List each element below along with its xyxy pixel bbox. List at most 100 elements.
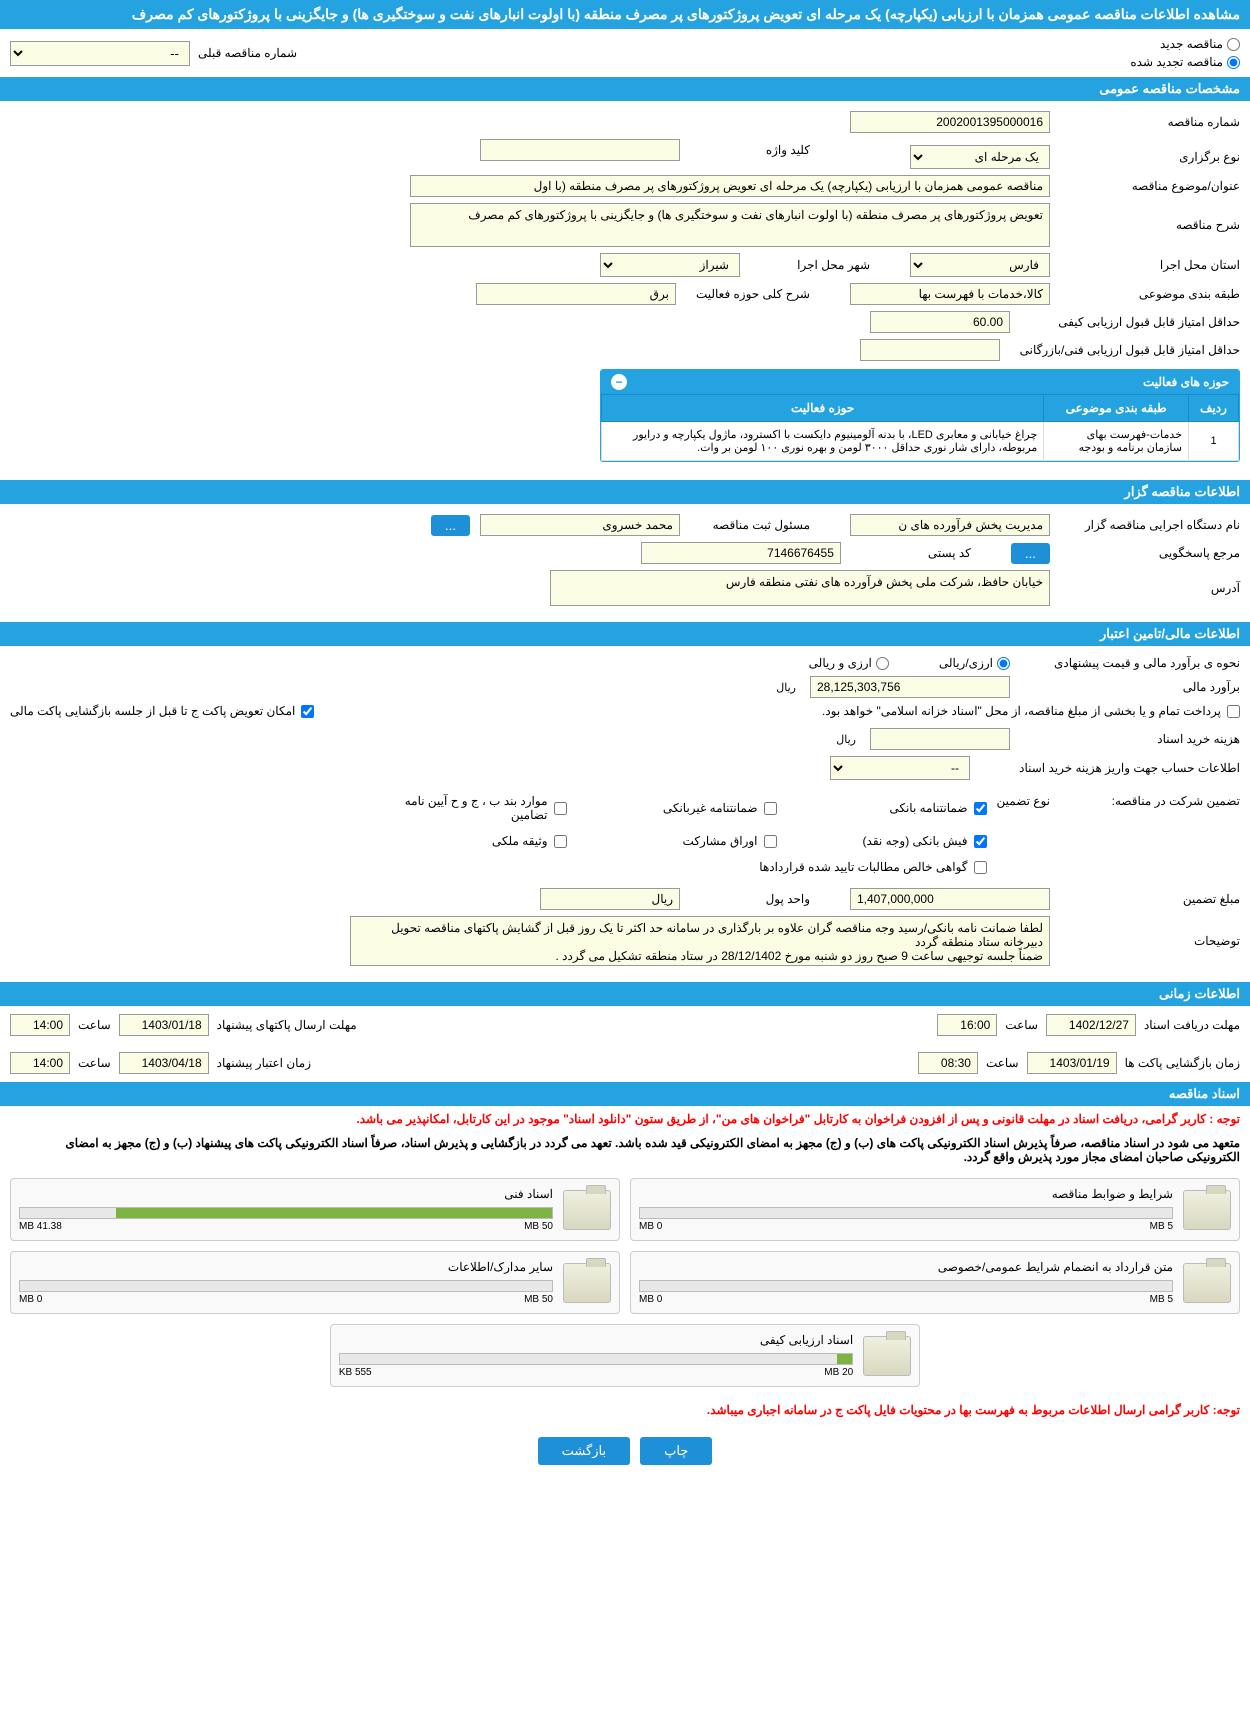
- submit-time[interactable]: [10, 1014, 70, 1036]
- g2[interactable]: ضمانتنامه غیربانکی: [597, 794, 777, 822]
- postal-input[interactable]: [641, 542, 841, 564]
- min-tech-input[interactable]: [860, 339, 1000, 361]
- radio-new-input[interactable]: [1227, 38, 1240, 51]
- doc-title-3: متن قرارداد به انضمام شرایط عمومی/خصوصی: [639, 1260, 1173, 1274]
- radio-new-tender[interactable]: مناقصه جدید: [1130, 37, 1240, 51]
- resp-more-button[interactable]: ...: [431, 515, 470, 536]
- submit-time-label: ساعت: [78, 1018, 111, 1032]
- doc-box-3[interactable]: متن قرارداد به انضمام شرایط عمومی/خصوصی …: [630, 1251, 1240, 1314]
- category-input[interactable]: [850, 283, 1050, 305]
- guarantee-grid: ضمانتنامه بانکی ضمانتنامه غیربانکی موارد…: [387, 794, 987, 878]
- city-label: شهر محل اجرا: [750, 258, 870, 272]
- g1[interactable]: ضمانتنامه بانکی: [807, 794, 987, 822]
- guarantee-amount-label: مبلغ تضمین: [1060, 892, 1240, 906]
- exec-input[interactable]: [850, 514, 1050, 536]
- folder-icon: [863, 1336, 911, 1376]
- collapse-icon[interactable]: −: [611, 374, 627, 390]
- doc-title-2: اسناد فنی: [19, 1187, 553, 1201]
- doc-box-4[interactable]: سایر مدارک/اطلاعات 50 MB0 MB: [10, 1251, 620, 1314]
- desc-label: شرح مناقصه: [1060, 218, 1240, 232]
- ref-button[interactable]: ...: [1011, 543, 1050, 564]
- cell-category: خدمات-فهرست بهای سازمان برنامه و بودجه: [1044, 422, 1189, 461]
- ref-label: مرجع پاسخگویی: [1060, 546, 1240, 560]
- subject-input[interactable]: [410, 175, 1050, 197]
- address-textarea[interactable]: [550, 570, 1050, 606]
- province-select[interactable]: فارس: [910, 253, 1050, 277]
- resp-input[interactable]: [480, 514, 680, 536]
- g5[interactable]: اوراق مشارکت: [597, 834, 777, 848]
- print-button[interactable]: چاپ: [640, 1437, 712, 1465]
- doc-box-1[interactable]: شرایط و ضوابط مناقصه 5 MB0 MB: [630, 1178, 1240, 1241]
- cell-idx: 1: [1189, 422, 1239, 461]
- validity-time-label: ساعت: [78, 1056, 111, 1070]
- prev-tender-select[interactable]: --: [10, 41, 190, 66]
- open-time[interactable]: [918, 1052, 978, 1074]
- keyword-input[interactable]: [480, 139, 680, 161]
- min-quality-input[interactable]: [870, 311, 1010, 333]
- folder-icon: [1183, 1190, 1231, 1230]
- financial-form: نحوه ی برآورد مالی و قیمت پیشنهادی ارزی/…: [0, 646, 1250, 982]
- doc-box-2[interactable]: اسناد فنی 50 MB41.38 MB: [10, 1178, 620, 1241]
- method-label: نحوه ی برآورد مالی و قیمت پیشنهادی: [1020, 656, 1240, 670]
- doc-title-4: سایر مدارک/اطلاعات: [19, 1260, 553, 1274]
- receive-time-label: ساعت: [1005, 1018, 1038, 1032]
- account-label: اطلاعات حساب جهت واریز هزینه خرید اسناد: [980, 761, 1240, 775]
- city-select[interactable]: شیراز: [600, 253, 740, 277]
- tender-no-input[interactable]: [850, 111, 1050, 133]
- receive-time[interactable]: [937, 1014, 997, 1036]
- account-select[interactable]: --: [830, 756, 970, 780]
- guarantee-amount-input[interactable]: [850, 888, 1050, 910]
- currency-label: واحد پول: [690, 892, 810, 906]
- section-organizer-header: اطلاعات مناقصه گزار: [0, 480, 1250, 504]
- radio-renewed-input[interactable]: [1227, 56, 1240, 69]
- radio-rial[interactable]: ارزی/ریالی: [939, 656, 1010, 670]
- activity-table: ردیف طبقه بندی موضوعی حوزه فعالیت 1 خدما…: [601, 394, 1239, 461]
- col-category: طبقه بندی موضوعی: [1044, 395, 1189, 422]
- page-title: مشاهده اطلاعات مناقصه عمومی همزمان با ار…: [0, 0, 1250, 29]
- estimate-input[interactable]: [810, 676, 1010, 698]
- validity-time[interactable]: [10, 1052, 70, 1074]
- doc-box-5[interactable]: اسناد ارزیابی کیفی 20 MB555 KB: [330, 1324, 920, 1387]
- notes-textarea[interactable]: [350, 916, 1050, 966]
- g6[interactable]: وثیقه ملکی: [387, 834, 567, 848]
- radio-new-label: مناقصه جدید: [1160, 37, 1223, 51]
- tender-no-label: شماره مناقصه: [1060, 115, 1240, 129]
- radio-both[interactable]: ارزی و ریالی: [809, 656, 889, 670]
- g7[interactable]: گواهی خالص مطالبات تایید شده قراردادها: [387, 860, 987, 874]
- desc-textarea[interactable]: [410, 203, 1050, 247]
- col-row: ردیف: [1189, 395, 1239, 422]
- back-button[interactable]: بازگشت: [538, 1437, 630, 1465]
- doc-cost-label: هزینه خرید اسناد: [1020, 732, 1240, 746]
- open-label: زمان بازگشایی پاکت ها: [1125, 1056, 1240, 1070]
- validity-label: زمان اعتبار پیشنهاد: [217, 1056, 311, 1070]
- activity-panel-title: حوزه های فعالیت: [1143, 375, 1229, 389]
- section-timing-header: اطلاعات زمانی: [0, 982, 1250, 1006]
- replace-note-check[interactable]: امکان تعویض پاکت ج تا قبل از جلسه بازگشا…: [10, 704, 314, 718]
- activity-desc-input[interactable]: [476, 283, 676, 305]
- exec-label: نام دستگاه اجرایی مناقصه گزار: [1060, 518, 1240, 532]
- organizer-form: نام دستگاه اجرایی مناقصه گزار مسئول ثبت …: [0, 504, 1250, 622]
- validity-date[interactable]: [119, 1052, 209, 1074]
- resp-label: مسئول ثبت مناقصه: [690, 518, 810, 532]
- open-date[interactable]: [1027, 1052, 1117, 1074]
- doc-cost-input[interactable]: [870, 728, 1010, 750]
- currency-input[interactable]: [540, 888, 680, 910]
- receive-date[interactable]: [1046, 1014, 1136, 1036]
- notes-label: توضیحات: [1060, 934, 1240, 948]
- cell-activity: چراغ خیابانی و معابری LED، با بدنه آلومی…: [602, 422, 1044, 461]
- min-tech-label: حداقل امتیاز قابل قبول ارزیابی فنی/بازرگ…: [1010, 343, 1240, 357]
- province-label: استان محل اجرا: [1060, 258, 1240, 272]
- tender-type-section: مناقصه جدید مناقصه تجدید شده شماره مناقص…: [0, 29, 1250, 77]
- keyword-label: کلید واژه: [690, 143, 810, 157]
- unit-rial-2: ریال: [836, 733, 856, 746]
- type-select[interactable]: یک مرحله ای: [910, 145, 1050, 169]
- payment-note-check[interactable]: پرداخت تمام و یا بخشی از مبلغ مناقصه، از…: [822, 704, 1240, 718]
- subject-label: عنوان/موضوع مناقصه: [1060, 179, 1240, 193]
- g4[interactable]: فیش بانکی (وجه نقد): [807, 834, 987, 848]
- min-quality-label: حداقل امتیاز قابل قبول ارزیابی کیفی: [1020, 315, 1240, 329]
- submit-label: مهلت ارسال پاکتهای پیشنهاد: [217, 1018, 357, 1032]
- submit-date[interactable]: [119, 1014, 209, 1036]
- radio-renewed-tender[interactable]: مناقصه تجدید شده: [1130, 55, 1240, 69]
- docs-notice-2: متعهد می شود در اسناد مناقصه، صرفاً پذیر…: [0, 1132, 1250, 1168]
- g3[interactable]: موارد بند ب ، ج و ح آیین نامه تضامین: [387, 794, 567, 822]
